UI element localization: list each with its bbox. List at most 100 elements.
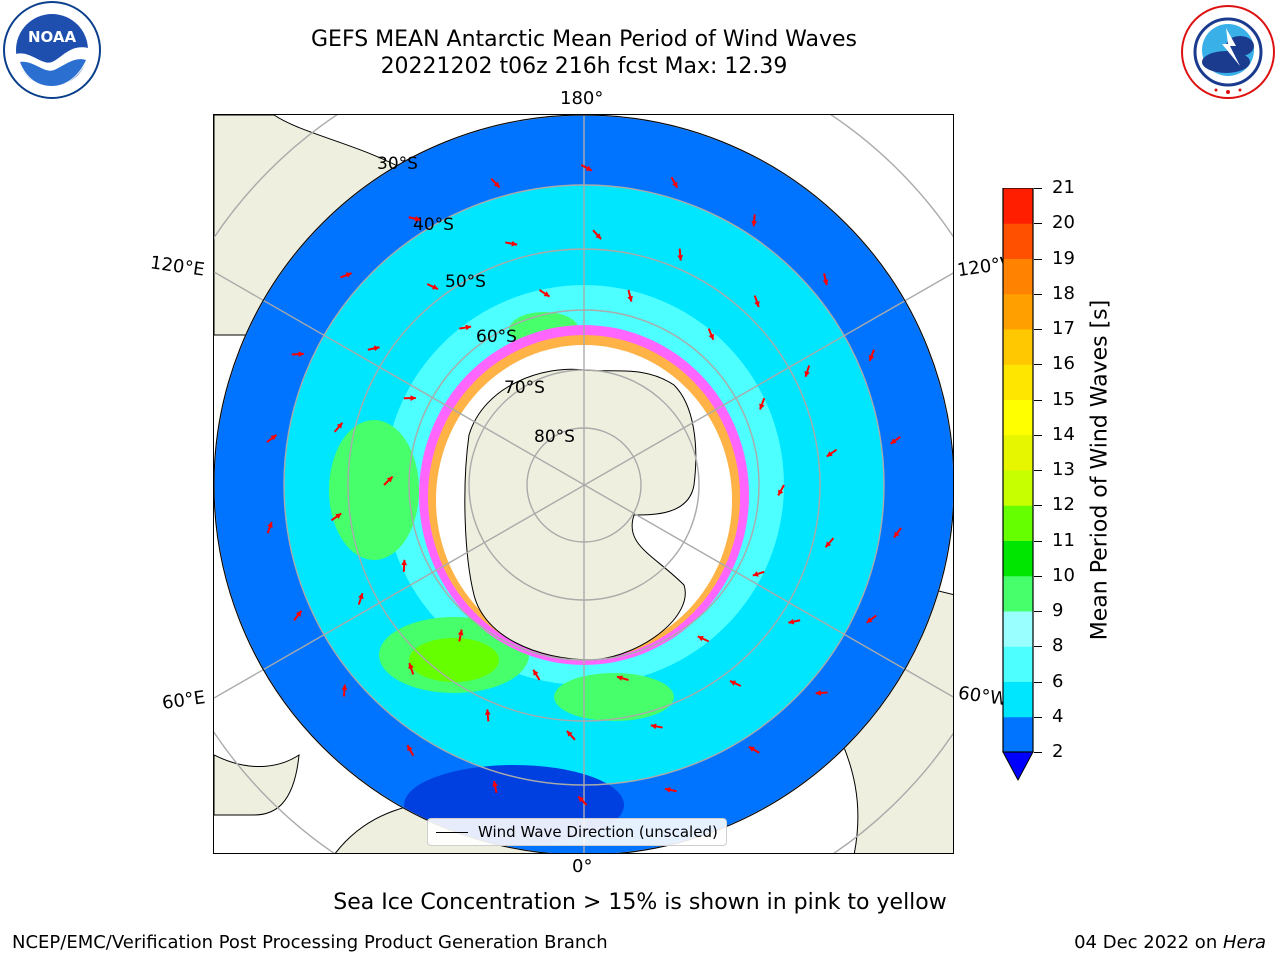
colorbar-segment bbox=[1003, 399, 1033, 436]
colorbar-tick-label: 18 bbox=[1052, 282, 1075, 304]
lon-label-0: 0° bbox=[572, 856, 593, 877]
colorbar-tick-label: 17 bbox=[1052, 318, 1075, 339]
wave-arrow-head bbox=[493, 181, 500, 188]
wave-arrow-head bbox=[578, 796, 585, 803]
colorbar-tick-label: 21 bbox=[1052, 177, 1075, 198]
colorbar-segment bbox=[1003, 434, 1033, 471]
wave-arrow-head bbox=[585, 165, 592, 171]
colorbar-tick-mark bbox=[1034, 329, 1042, 330]
colorbar-tick-label: 6 bbox=[1052, 670, 1064, 692]
wave-arrow-head bbox=[484, 709, 491, 715]
colorbar-tick-mark bbox=[1034, 434, 1042, 436]
wave-arrow-head bbox=[414, 215, 421, 222]
legend-line-sample bbox=[436, 831, 468, 833]
legend-label: Wind Wave Direction (unscaled) bbox=[478, 823, 718, 841]
wave-arrow-head bbox=[825, 541, 832, 548]
wave-arrow-head bbox=[566, 730, 573, 737]
wave-arrow-head bbox=[295, 610, 302, 617]
wave-arrow-head bbox=[595, 233, 602, 240]
colorbar-tick-mark bbox=[1034, 752, 1042, 753]
wave-arrow-head bbox=[298, 351, 304, 358]
colorbar-segment bbox=[1003, 540, 1033, 577]
colorbar-segment bbox=[1003, 505, 1033, 541]
colorbar-tick-mark bbox=[1034, 716, 1042, 718]
wave-arrow-head bbox=[672, 181, 678, 188]
colorbar-tick-label: 15 bbox=[1052, 388, 1075, 410]
chart-subtitle: 20221202 t06z 216h fcst Max: 12.39 bbox=[380, 54, 788, 79]
wave-arrow-head bbox=[868, 354, 875, 361]
wave-arrow-head bbox=[492, 781, 498, 787]
wave-arrow-head bbox=[804, 370, 810, 377]
chart-title: GEFS MEAN Antarctic Mean Period of Wind … bbox=[311, 27, 857, 52]
wave-arrow-head bbox=[890, 438, 897, 444]
wave-arrow-head bbox=[826, 451, 833, 457]
colorbar-tick-mark bbox=[1034, 681, 1042, 683]
wave-arrow-head bbox=[677, 255, 684, 261]
wave-arrow-head bbox=[345, 272, 352, 278]
lat-label-30s: 30°S bbox=[377, 154, 418, 174]
lon-label-60e: 60°E bbox=[160, 687, 207, 714]
lat-label-50s: 50°S bbox=[445, 272, 486, 292]
colorbar-segment bbox=[1003, 611, 1033, 647]
colorbar-tick-mark bbox=[1034, 293, 1042, 295]
colorbar-tick-label: 20 bbox=[1052, 212, 1075, 234]
wave-arrow-head bbox=[543, 291, 550, 297]
wave-arrow-head bbox=[751, 220, 757, 227]
wave-arrow-head bbox=[752, 571, 759, 577]
wave-arrow-head bbox=[336, 422, 343, 429]
antarctica bbox=[464, 368, 697, 661]
wave-arrow-head bbox=[754, 300, 760, 307]
colorbar-tick-label: 11 bbox=[1052, 529, 1075, 551]
wave-arrow-head bbox=[748, 746, 755, 752]
lat-label-40s: 40°S bbox=[413, 215, 454, 235]
lon-label-180: 180° bbox=[560, 88, 604, 109]
colorbar bbox=[1002, 188, 1034, 782]
lon-label-120e: 120°E bbox=[148, 252, 206, 281]
wave-arrow-head bbox=[270, 434, 277, 441]
wave-arrow-head bbox=[267, 521, 273, 528]
colorbar-segment bbox=[1003, 716, 1033, 753]
credit-text: NCEP/EMC/Verification Post Processing Pr… bbox=[12, 932, 608, 953]
wave-arrow-head bbox=[533, 669, 539, 676]
wave-arrow-head bbox=[511, 240, 518, 247]
colorbar-segment bbox=[1003, 681, 1033, 718]
wave-arrow-head bbox=[335, 513, 342, 519]
colorbar-segment bbox=[1003, 223, 1033, 259]
colorbar-tick-mark bbox=[1034, 258, 1042, 260]
colorbar-segment bbox=[1003, 646, 1033, 682]
lat-label-80s: 80°S bbox=[534, 427, 575, 447]
colorbar-tick-label: 14 bbox=[1052, 423, 1075, 445]
lat-label-60s: 60°S bbox=[476, 327, 517, 347]
colorbar-tick-label: 8 bbox=[1052, 635, 1064, 657]
map-panel: 30°S 40°S 50°S 60°S 70°S 80°S bbox=[213, 114, 954, 854]
colorbar-tick-mark bbox=[1034, 399, 1042, 401]
colorbar-tick-mark bbox=[1034, 470, 1042, 471]
noaa-logo-text: NOAA bbox=[28, 28, 77, 46]
machine-name: Hera bbox=[1222, 932, 1266, 953]
date-text: 04 Dec 2022 on bbox=[1074, 932, 1223, 953]
colorbar-tick-label: 12 bbox=[1052, 494, 1075, 516]
lat-label-70s: 70°S bbox=[504, 378, 545, 398]
colorbar-tick-mark bbox=[1034, 575, 1042, 577]
wave-arrow-head bbox=[788, 618, 795, 625]
wave-arrow-head bbox=[457, 629, 464, 636]
wave-patch-core bbox=[409, 638, 499, 682]
colorbar-tick-mark bbox=[1034, 188, 1042, 189]
wave-arrow-head bbox=[616, 675, 623, 681]
wave-arrow-head bbox=[822, 279, 829, 286]
colorbar-tick-label: 9 bbox=[1052, 600, 1064, 621]
colorbar-tick-mark bbox=[1034, 646, 1042, 648]
colorbar-tick-label: 4 bbox=[1052, 705, 1064, 727]
wave-arrow-head bbox=[730, 680, 736, 686]
colorbar-segment bbox=[1003, 329, 1033, 365]
colorbar-tick-mark bbox=[1034, 364, 1042, 366]
noaa-logo: NOAA bbox=[3, 1, 101, 99]
wave-arrow-head bbox=[866, 617, 873, 623]
wave-arrow-head bbox=[664, 787, 671, 793]
wave-arrow-head bbox=[650, 723, 657, 730]
colorbar-tick-label: 16 bbox=[1052, 353, 1075, 375]
colorbar-tick-label: 2 bbox=[1052, 741, 1064, 762]
colorbar-label: Mean Period of Wind Waves [s] bbox=[1087, 299, 1113, 641]
wave-arrow-head bbox=[815, 690, 822, 696]
wave-arrow-head bbox=[697, 635, 704, 642]
